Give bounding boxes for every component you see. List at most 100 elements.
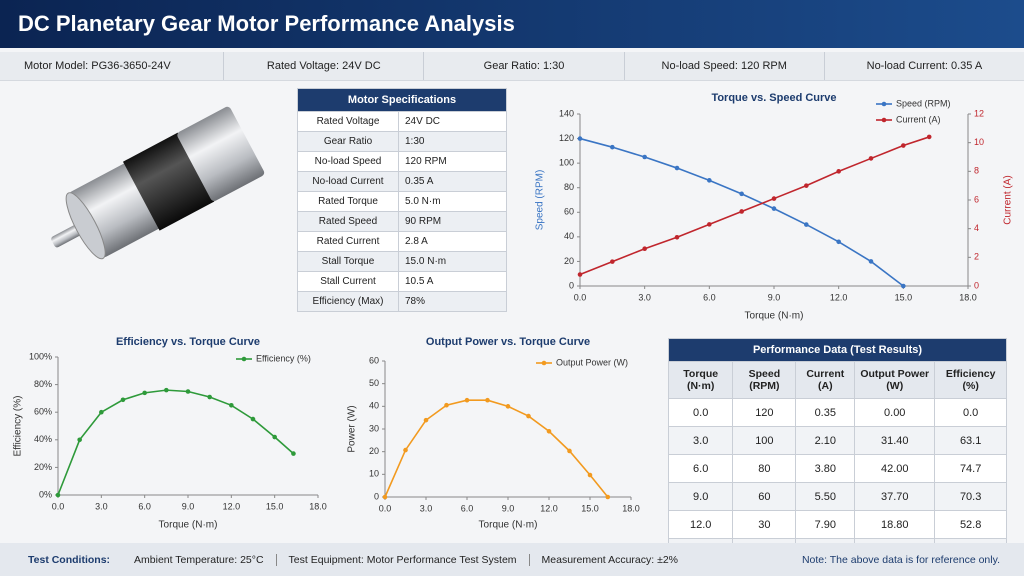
table-cell: 100 [732,426,797,455]
y-axis-label: Efficiency (%) [13,396,24,457]
table-cell: 3.80 [795,454,856,483]
column-header: Torque (N·m) [667,361,734,399]
legend-label: Efficiency (%) [256,353,311,363]
data-point [674,234,680,240]
data-point [901,143,906,148]
data-point [403,447,408,453]
table-title: Performance Data (Test Results) [668,338,1007,362]
y2-tick-label: 2 [974,252,979,262]
data-point [120,397,126,403]
x-tick-label: 18.0 [622,503,640,513]
spec-value: 78% [398,291,507,312]
y-tick-label: 60 [564,207,574,217]
y-tick-label: 0 [374,491,379,501]
table-cell: 0.0 [667,398,734,427]
spec-row: Efficiency (Max) 78% [297,291,507,312]
spec-value: 1:30 [398,131,507,152]
data-point [250,416,256,422]
spec-row: Stall Current 10.5 A [297,271,507,292]
data-point [77,437,82,443]
y-tick-label: 20 [369,446,379,456]
chart: Torque vs. Speed Curve 0.0 3.0 6.0 9.0 12.0 15… [535,92,1014,322]
data-point [836,239,841,245]
data-row: 6.0 80 3.80 42.00 74.7 [667,454,1007,483]
table-cell: 0.00 [854,398,936,427]
table-cell: 3.0 [667,426,734,455]
legend-marker [881,101,887,107]
data-point [587,472,593,478]
data-point [99,409,104,415]
data-point [444,402,449,408]
y2-tick-label: 4 [974,223,979,233]
data-point [526,413,531,419]
spec-label: Rated Voltage [297,111,399,132]
data-row: 3.0 100 2.10 31.40 63.1 [667,426,1007,455]
table-cell: 52.8 [934,510,1007,539]
data-point [546,428,552,434]
x-tick-label: 15.0 [895,292,913,302]
series-line [579,136,930,276]
data-point [272,434,277,440]
data-point [771,196,777,201]
data-point [707,222,712,227]
spec-row: Stall Torque 15.0 N·m [297,251,507,272]
data-point [868,259,874,264]
spec-label: Gear Ratio [297,131,399,152]
x-tick-label: 0.0 [52,501,65,511]
spec-label: Rated Speed [297,211,399,232]
x-tick-label: 18.0 [959,292,977,302]
y-tick-label: 20% [34,462,52,472]
data-point [804,183,809,188]
data-point [577,136,583,141]
y2-tick-label: 8 [974,166,979,176]
table-cell: 5.50 [795,482,856,511]
table-cell: 31.40 [854,426,936,455]
table-cell: 74.7 [934,454,1007,483]
table-cell: 37.70 [854,482,936,511]
performance-table: Performance Data (Test Results) Torque (N… [667,338,1007,567]
spec-value: 90 RPM [398,211,507,232]
y-tick-label: 100% [29,351,52,361]
legend-label: Current (A) [896,114,941,124]
table-cell: 9.0 [667,482,734,511]
spec-row: No-load Current 0.35 A [297,171,507,192]
spec-value: 15.0 N·m [398,251,507,272]
data-point [901,283,906,289]
y-tick-label: 40% [34,434,52,444]
info-item: No-load Speed: 120 RPM [623,52,824,80]
spec-row: Rated Speed 90 RPM [297,211,507,232]
data-point [771,206,777,211]
y2-tick-label: 12 [974,108,984,118]
legend-marker [881,117,887,123]
column-header: Efficiency (%) [934,361,1007,399]
column-header: Current (A) [795,361,856,399]
data-point [382,494,388,500]
x-tick-label: 12.0 [223,501,241,511]
y-tick-label: 0% [39,489,52,499]
column-header: Speed (RPM) [732,361,797,399]
spec-label: Rated Torque [297,191,399,212]
data-point [610,259,615,264]
footer-item: Measurement Accuracy: ±2% [528,553,691,566]
x-axis-label: Torque (N·m) [159,520,218,531]
x-tick-label: 0.0 [379,503,392,513]
data-point [464,397,470,403]
table-cell: 6.0 [667,454,734,483]
y2-tick-label: 10 [974,137,984,147]
data-point [229,403,234,408]
y-tick-label: 60 [369,355,379,365]
table-cell: 70.3 [934,482,1007,511]
spec-label: No-load Speed [297,151,399,172]
column-header: Output Power (W) [854,361,936,399]
chart-title: Torque vs. Speed Curve [711,92,836,104]
motor-image [51,106,265,260]
spec-label: Efficiency (Max) [297,291,399,312]
y-tick-label: 100 [559,158,574,168]
x-tick-label: 0.0 [574,292,587,302]
spec-row: Gear Ratio 1:30 [297,131,507,152]
y-tick-label: 50 [369,378,379,388]
chart: Output Power vs. Torque Curve 0.0 3.0 6.0 9.… [347,336,640,531]
table-cell: 0.0 [934,398,1007,427]
spec-value: 24V DC [398,111,507,132]
